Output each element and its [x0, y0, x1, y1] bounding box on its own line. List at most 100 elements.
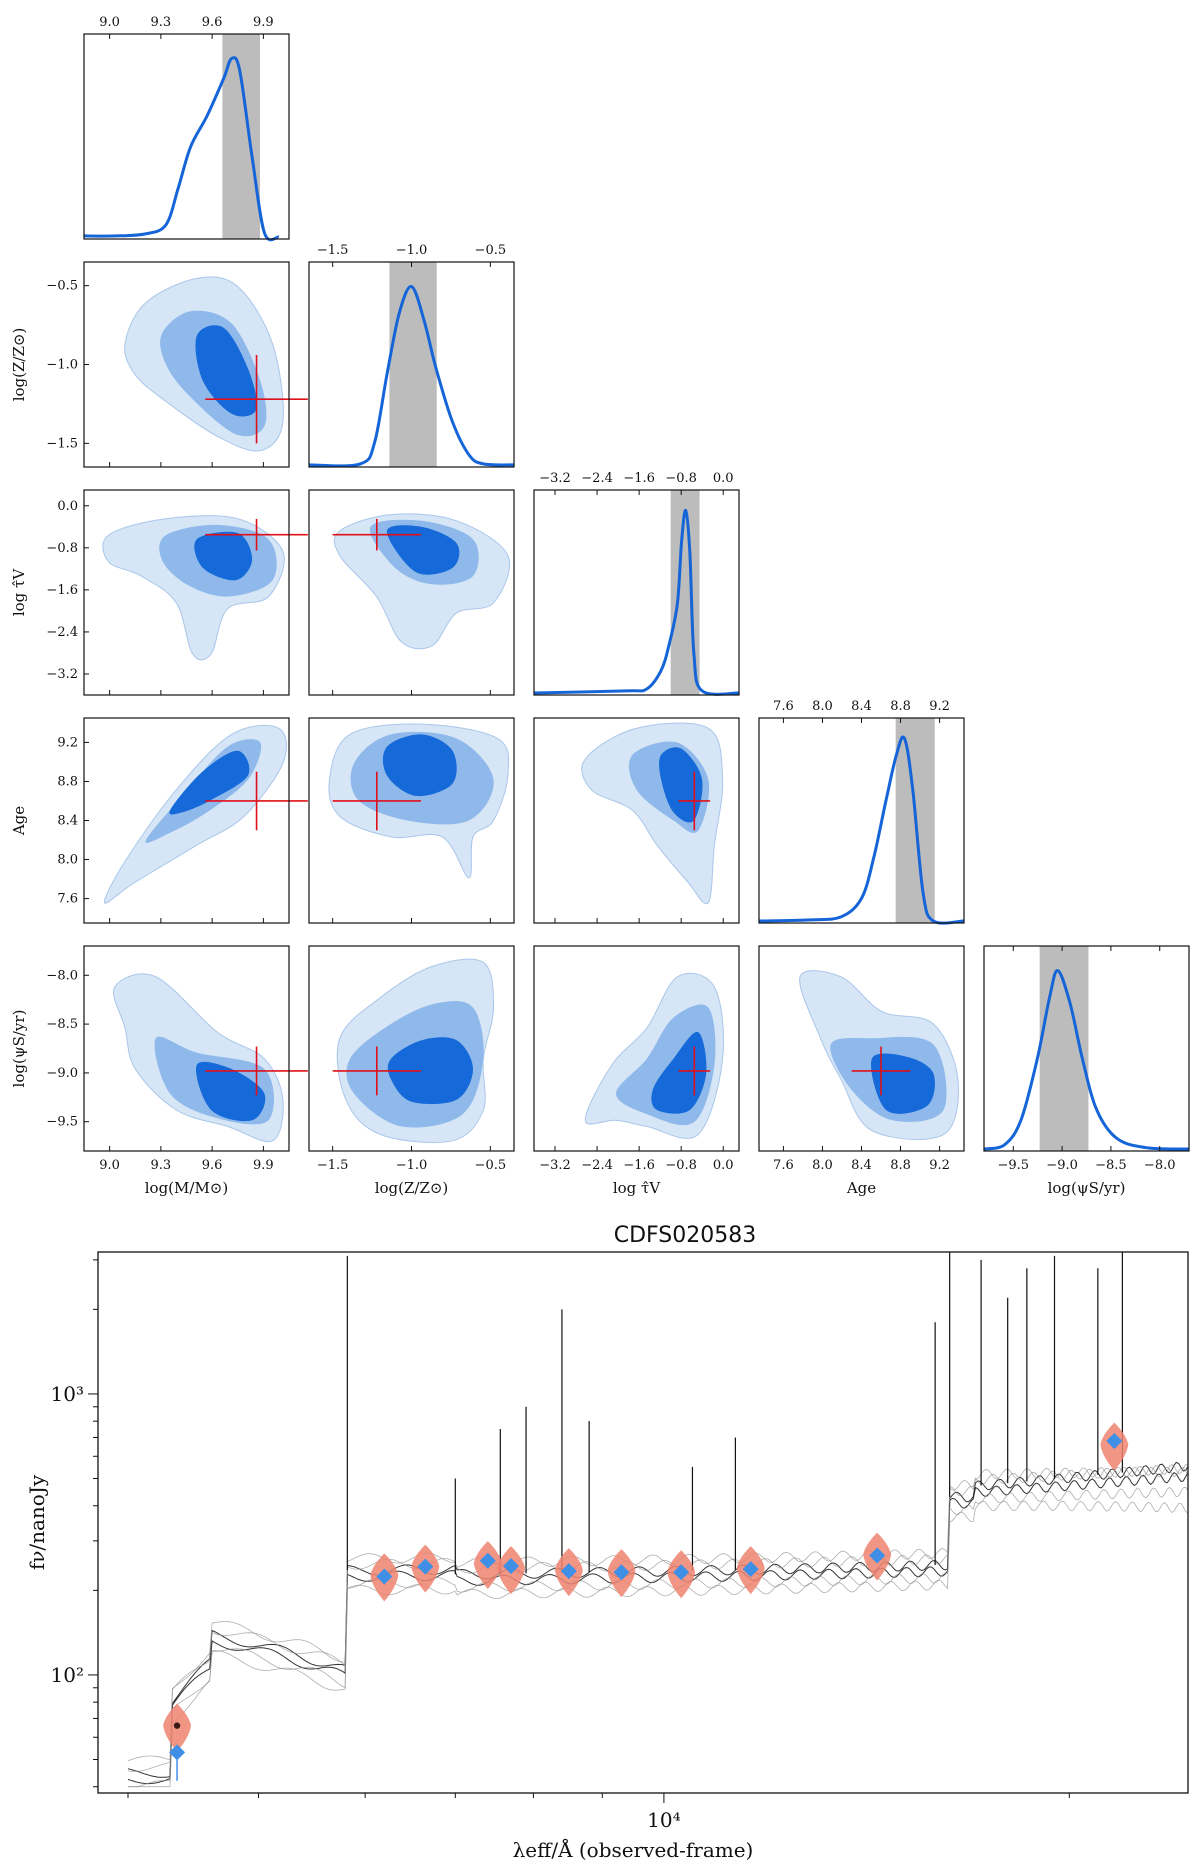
panel-tau_v-vs-age	[533, 717, 740, 924]
contour-mass-vs-metallicity-level3	[195, 325, 257, 417]
tick-label: −9.5	[997, 1158, 1029, 1173]
x-axis-label: log τ̂V	[613, 1179, 661, 1197]
observed-flux-marker	[1106, 1433, 1123, 1450]
tick-label: −8.0	[46, 968, 78, 983]
observed-flux-marker	[560, 1563, 577, 1580]
tick-label: −1.5	[317, 1158, 349, 1173]
sed-ytick-label: 10²	[51, 1663, 84, 1687]
y-axis-label: log(Z/Z⊙)	[10, 328, 28, 402]
tick-label: −1.6	[46, 583, 78, 598]
tick-label: −3.2	[46, 667, 78, 682]
tick-label: −2.4	[46, 625, 78, 640]
sed-xtick-label: 10⁴	[647, 1808, 680, 1832]
y-axis-label: log(ψS/yr)	[10, 1010, 28, 1088]
tick-label: 9.0	[99, 1158, 120, 1173]
model-spectrum	[127, 1471, 1188, 1785]
pdf-curve-ssfr	[983, 969, 1190, 1151]
contour-tau_v-vs-age-level3	[659, 747, 703, 823]
tick-label: −0.5	[475, 1158, 507, 1173]
tick-label: −1.5	[317, 243, 349, 258]
tick-label: 9.2	[57, 735, 78, 750]
panel-mass-vs-tau_v	[83, 489, 290, 696]
contour-metallicity-vs-age-level3	[382, 734, 457, 797]
x-axis-label: log(M/M⊙)	[145, 1179, 228, 1197]
observed-flux-marker	[613, 1564, 630, 1581]
tick-label: −3.2	[539, 471, 571, 486]
pdf-curve-mass	[83, 56, 280, 242]
tick-label: −0.5	[475, 243, 507, 258]
tick-label: 0.0	[713, 1158, 734, 1173]
pdf-curve-age	[758, 735, 965, 925]
sed-x-axis-label: λeff/Å (observed-frame)	[513, 1837, 754, 1862]
tick-label: −1.6	[623, 471, 655, 486]
contour-mass-vs-tau_v-level3	[194, 531, 253, 581]
tick-label: −0.5	[46, 279, 78, 294]
spectra-group	[127, 1252, 1188, 1788]
tick-label: 9.6	[202, 1158, 223, 1173]
tick-label: 8.4	[851, 1158, 872, 1173]
sed-plot: 10² 10³ 10⁴ CDFS020583 fν/nanoJy λeff/Å (obse…	[25, 1223, 1189, 1862]
tick-label: 8.8	[890, 1158, 911, 1173]
tick-label: −8.5	[46, 1017, 78, 1032]
observed-flux-marker	[417, 1558, 434, 1575]
tick-label: 0.0	[713, 471, 734, 486]
tick-label: −1.0	[396, 243, 428, 258]
tick-label: 9.2	[929, 699, 950, 714]
tick-label: 7.6	[773, 1158, 794, 1173]
tick-label: 9.3	[151, 15, 172, 30]
tick-label: 9.0	[99, 15, 120, 30]
pdf-curve-tau_v	[533, 508, 740, 696]
model-spectrum	[128, 1486, 1188, 1788]
sed-y-axis-label: fν/nanoJy	[25, 1474, 49, 1570]
tick-label: −9.5	[46, 1115, 78, 1130]
sed-title: CDFS020583	[614, 1223, 757, 1248]
tick-label: −1.0	[46, 358, 78, 373]
tick-label: 9.9	[253, 15, 274, 30]
tick-label: −0.8	[665, 471, 697, 486]
tick-label: 8.0	[812, 699, 833, 714]
corner-plot: 9.0 9.3 9.6 9.9 −1.5 −1.0 −0.5 −3.2 −2.4 −1.6 −0.8…	[10, 15, 1190, 1197]
model-spectrum	[128, 1500, 1188, 1788]
tick-label: −1.0	[396, 1158, 428, 1173]
observed-flux-marker	[742, 1561, 759, 1578]
tick-label: 8.0	[812, 1158, 833, 1173]
model-spectrum	[127, 1461, 1188, 1778]
observed-flux-marker	[376, 1568, 393, 1585]
model-flux-point	[173, 1722, 181, 1729]
tick-label: −2.4	[581, 471, 613, 486]
tick-label: 8.4	[851, 699, 872, 714]
sed-frame	[97, 1251, 1189, 1794]
tick-label: 8.0	[57, 853, 78, 868]
contour-mass-vs-ssfr-level3	[196, 1061, 266, 1122]
panel-mass-vs-ssfr	[83, 945, 290, 1152]
tick-label: −2.4	[581, 1158, 613, 1173]
sed-ytick-label: 10³	[51, 1382, 84, 1406]
model-spectrum	[127, 1466, 1188, 1762]
panel-diag-ssfr	[983, 945, 1190, 1152]
tick-label: −0.8	[665, 1158, 697, 1173]
y-axis-label: log τ̂V	[10, 568, 28, 616]
x-axis-label: log(Z/Z⊙)	[375, 1179, 449, 1197]
tick-label: 0.0	[57, 499, 78, 514]
credible-interval-band	[389, 262, 437, 467]
tick-label: 8.8	[57, 774, 78, 789]
panel-tau_v-vs-ssfr	[533, 945, 740, 1152]
tick-label: −1.5	[46, 436, 78, 451]
tick-label: −0.8	[46, 541, 78, 556]
tick-label: 7.6	[773, 699, 794, 714]
observed-flux-marker	[869, 1547, 886, 1564]
tick-label: 9.9	[253, 1158, 274, 1173]
panel-diag-mass	[83, 33, 290, 240]
tick-label: −9.0	[1046, 1158, 1078, 1173]
tick-label: −8.0	[1144, 1158, 1176, 1173]
tick-label: −3.2	[539, 1158, 571, 1173]
observed-flux-marker	[503, 1558, 520, 1575]
model-spectrum	[127, 1463, 1188, 1772]
contour-age-vs-ssfr-level3	[871, 1053, 935, 1114]
x-axis-label: log(ψS/yr)	[1048, 1179, 1126, 1197]
tick-label: −8.5	[1095, 1158, 1127, 1173]
x-axis-label: Age	[846, 1179, 876, 1197]
tick-label: 7.6	[57, 892, 78, 907]
observed-flux-marker	[169, 1744, 186, 1761]
